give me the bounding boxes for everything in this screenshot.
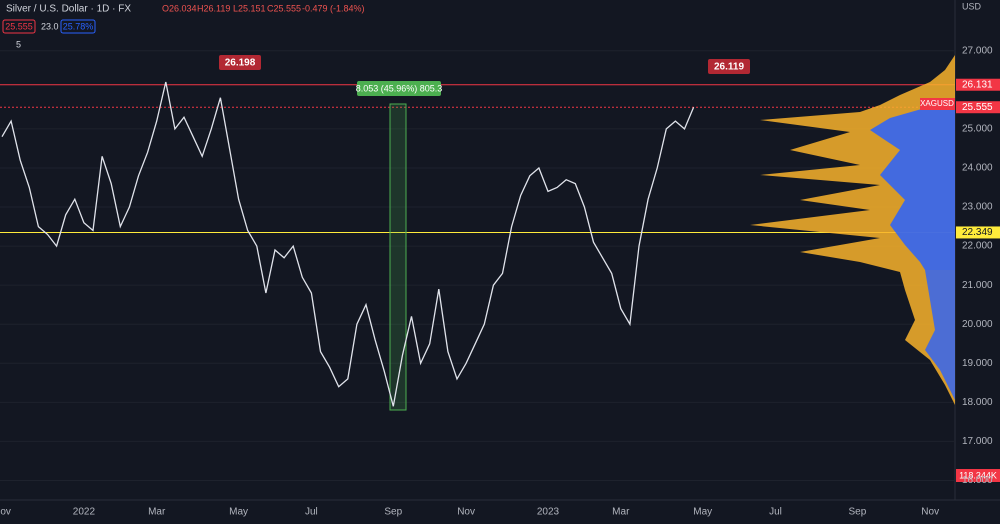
high-label: 26.198	[225, 58, 256, 69]
ohlc-close: C25.555	[267, 3, 301, 13]
y-tick-label: 24.000	[962, 163, 993, 174]
bid[interactable]: 25.555	[5, 21, 33, 31]
y-tick-label: 20.000	[962, 319, 993, 330]
ohlc-open: O26.034	[162, 3, 197, 13]
ohlc-change: -0.479 (-1.84%)	[302, 3, 365, 13]
volume-profile-value-area	[870, 100, 955, 270]
measure-label: 8.053 (45.96%) 805.3	[356, 83, 443, 93]
currency[interactable]: USD	[962, 1, 982, 11]
y-tick-label: 19.000	[962, 358, 993, 369]
measure-box	[357, 81, 441, 96]
symbol: Silver / U.S. Dollar · 1D · FX	[6, 4, 131, 15]
y-tick-label: 16.000	[962, 475, 993, 486]
x-tick-label: Jul	[769, 507, 782, 518]
x-tick-label: Sep	[849, 507, 867, 518]
ohlc-low: L25.151	[233, 3, 266, 13]
price-label: 26.131	[962, 79, 993, 90]
x-tick-label: May	[229, 507, 248, 518]
x-tick-label: Mar	[148, 507, 166, 518]
y-tick-label: 18.000	[962, 397, 993, 408]
measure-range	[389, 103, 407, 411]
volume-label: 118.344K	[959, 470, 997, 480]
price-label: 25.555	[962, 102, 993, 113]
x-tick-label: May	[693, 507, 712, 518]
y-tick-label: 25.000	[962, 124, 993, 135]
price-label-box	[956, 101, 1000, 114]
high-label-box	[708, 59, 750, 74]
spread: 23.0	[41, 21, 59, 31]
y-tick-label: 27.000	[962, 45, 993, 56]
y-tick-label: 23.000	[962, 202, 993, 213]
high-label: 26.119	[714, 62, 744, 73]
volume-profile-lower	[925, 270, 955, 400]
y-tick-label: 22.000	[962, 241, 993, 252]
price-label-box	[956, 226, 1000, 239]
x-tick-label: Jul	[305, 507, 318, 518]
high-label-box	[219, 55, 261, 70]
x-tick-label: Sep	[384, 507, 402, 518]
ask-box[interactable]	[60, 19, 96, 34]
ask[interactable]: 25.78%	[63, 21, 94, 31]
ohlc-high: H26.119	[197, 3, 230, 13]
y-tick-label: 21.000	[962, 280, 993, 291]
volume-label-box	[956, 469, 1000, 482]
x-tick-label: Nov	[921, 507, 939, 518]
x-tick-label: 2022	[73, 507, 96, 518]
indicator-count[interactable]: 5	[16, 39, 21, 49]
x-tick-label: Mar	[612, 507, 630, 518]
price-label: 22.349	[962, 227, 993, 238]
x-tick-label: Nov	[0, 507, 11, 518]
x-tick-label: 2023	[537, 507, 560, 518]
bid-box[interactable]	[2, 19, 36, 34]
price-line-series	[1, 81, 695, 407]
x-tick-label: Nov	[457, 507, 475, 518]
symbol-tag: XAGUSD	[920, 99, 954, 108]
price-label-box	[956, 78, 1000, 91]
y-tick-label: 17.000	[962, 436, 993, 447]
symbol-tag-box	[920, 98, 955, 110]
